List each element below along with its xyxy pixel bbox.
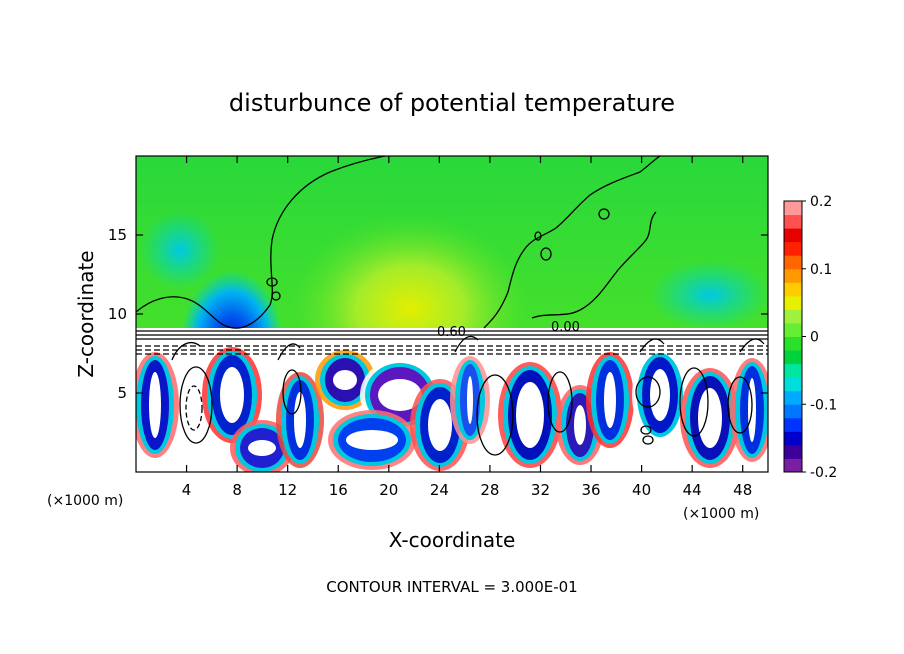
x-unit-right: (×1000 m)	[683, 506, 759, 522]
colorbar-segment	[784, 417, 802, 432]
chart-title: disturbunce of potential temperature	[229, 89, 675, 117]
colorbar-segment	[784, 377, 802, 392]
anomaly-cell-center	[346, 430, 398, 450]
y-tick-label: 15	[108, 226, 127, 244]
anomaly-cell-center	[378, 379, 422, 411]
x-tick-label: 24	[430, 481, 449, 499]
x-tick-label: 12	[278, 481, 297, 499]
colorbar-segment	[784, 309, 802, 324]
x-tick-label: 16	[329, 481, 348, 499]
anomaly-cell-center	[333, 370, 357, 390]
colorbar-segment	[784, 444, 802, 459]
anomaly-cell-center	[149, 372, 161, 438]
colorbar: 0.2 0.1 0 -0.1 -0.2	[783, 194, 837, 481]
x-tick-label: 20	[379, 481, 398, 499]
colorbar-segment	[784, 295, 802, 310]
x-axis: 4 8 12 16 20 24 28 32 36 40 44 48	[182, 156, 752, 499]
colorbar-tick-label: 0.1	[810, 262, 832, 278]
anomaly-cell-center	[604, 372, 616, 428]
colorbar-segment	[784, 390, 802, 405]
colorbar-segment	[784, 404, 802, 419]
colorbar-segment	[784, 282, 802, 297]
contour-lines	[136, 156, 768, 456]
anomaly-cell-center	[220, 367, 244, 423]
y-axis: 5 10 15	[108, 226, 768, 402]
contour-interval-note: CONTOUR INTERVAL = 3.000E-01	[326, 578, 577, 596]
x-tick-label: 32	[531, 481, 550, 499]
cyan-anomaly-right	[650, 260, 768, 330]
colorbar-segment	[784, 255, 802, 270]
x-tick-label: 40	[632, 481, 651, 499]
anomaly-cell-center	[698, 388, 722, 448]
lower-field	[136, 347, 768, 472]
x-tick-label: 48	[733, 481, 752, 499]
x-tick-label: 4	[182, 481, 192, 499]
colorbar-segment	[784, 268, 802, 283]
cyan-anomaly-left	[140, 210, 220, 290]
colorbar-segment	[784, 228, 802, 243]
colorbar-segment	[784, 458, 802, 473]
anomaly-cell-center	[516, 382, 544, 448]
colorbar-segment	[784, 350, 802, 365]
contour-label-2: 0.00	[551, 320, 580, 335]
colorbar-tick-label: 0	[810, 330, 819, 346]
colorbar-tick-label: -0.2	[810, 465, 837, 481]
y-tick-label: 5	[117, 384, 127, 402]
anomaly-cell-center	[248, 440, 276, 456]
colorbar-tick-label: 0.2	[810, 194, 832, 210]
colorbar-segment	[784, 241, 802, 256]
colorbar-segment	[784, 214, 802, 229]
plot-area: 0.60 0.00	[136, 156, 768, 472]
colorbar-segment	[784, 431, 802, 446]
colorbar-segment	[784, 322, 802, 337]
colorbar-segment	[784, 363, 802, 378]
contour-label-1: 0.60	[437, 325, 466, 340]
x-axis-title: X-coordinate	[389, 528, 516, 552]
colorbar-segment	[784, 336, 802, 351]
colorbar-tick-label: -0.1	[810, 397, 837, 413]
x-tick-label: 8	[232, 481, 242, 499]
x-tick-label: 44	[683, 481, 702, 499]
inversion-band	[136, 328, 768, 352]
x-tick-label: 28	[480, 481, 499, 499]
colorbar-segment	[784, 201, 802, 216]
y-tick-label: 10	[108, 305, 127, 323]
anomaly-cell-center	[574, 405, 586, 445]
anomaly-cell-center	[467, 376, 473, 424]
x-unit-left: (×1000 m)	[47, 493, 123, 509]
anomaly-cell-center	[294, 392, 306, 448]
x-tick-label: 36	[581, 481, 600, 499]
y-axis-title: Z-coordinate	[74, 250, 98, 377]
anomaly-cell-center	[428, 399, 452, 451]
